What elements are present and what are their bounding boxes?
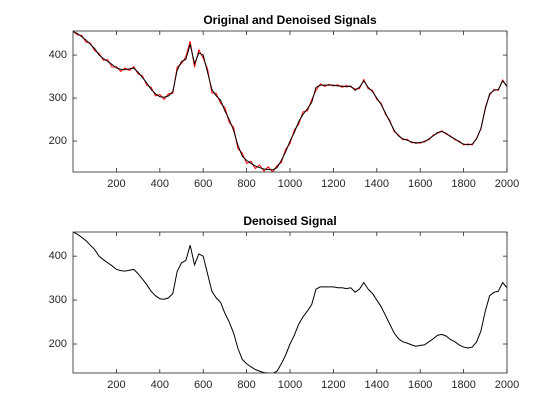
x-tick-label: 1600 (408, 178, 432, 190)
chart-title: Denoised Signal (243, 214, 336, 228)
axes-background (73, 31, 507, 172)
signal-line (73, 232, 507, 373)
x-tick-label: 1800 (451, 379, 475, 391)
y-tick-label: 200 (49, 135, 67, 147)
x-tick-label: 2000 (495, 379, 519, 391)
y-tick-label: 400 (49, 250, 67, 262)
x-tick-label: 2000 (495, 178, 519, 190)
x-tick-label: 800 (237, 379, 255, 391)
x-tick-label: 1000 (278, 178, 302, 190)
x-tick-label: 200 (107, 379, 125, 391)
chart-title: Original and Denoised Signals (203, 13, 377, 27)
x-tick-label: 1800 (451, 178, 475, 190)
x-tick-label: 1400 (365, 379, 389, 391)
x-tick-label: 600 (194, 178, 212, 190)
y-tick-label: 200 (49, 338, 67, 350)
x-tick-label: 600 (194, 379, 212, 391)
x-tick-label: 1200 (321, 379, 345, 391)
x-tick-label: 1200 (321, 178, 345, 190)
y-tick-label: 400 (49, 49, 67, 61)
x-tick-label: 400 (151, 379, 169, 391)
x-tick-label: 1600 (408, 379, 432, 391)
x-tick-label: 1400 (365, 178, 389, 190)
signal-line (73, 31, 507, 171)
y-tick-label: 300 (49, 92, 67, 104)
x-tick-label: 400 (151, 178, 169, 190)
x-tick-label: 1000 (278, 379, 302, 391)
y-tick-label: 300 (49, 294, 67, 306)
x-tick-label: 800 (237, 178, 255, 190)
x-tick-label: 200 (107, 178, 125, 190)
axes-background (73, 232, 507, 373)
